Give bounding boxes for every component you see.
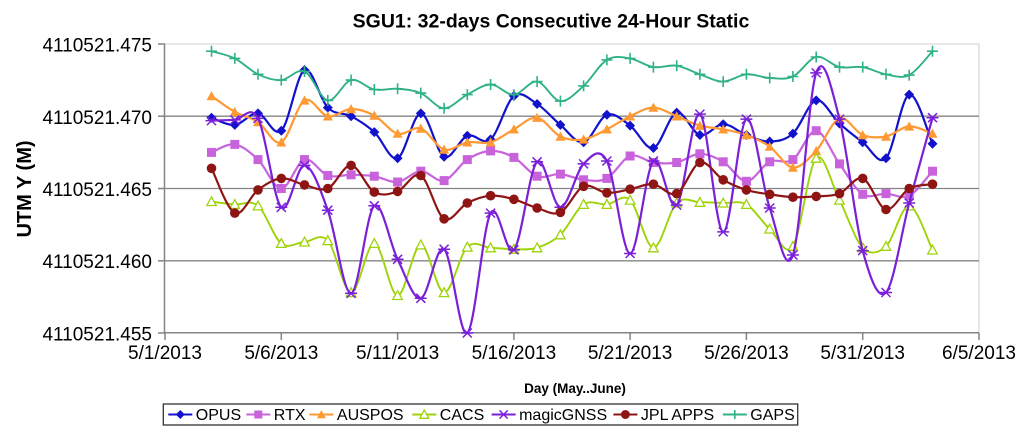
- svg-text:UTM Y (M): UTM Y (M): [14, 140, 36, 237]
- svg-text:Day (May..June): Day (May..June): [524, 381, 626, 396]
- svg-text:SGU1: 32-days Consecutive 24-H: SGU1: 32-days Consecutive 24-Hour Static: [353, 11, 750, 33]
- svg-text:5/31/2013: 5/31/2013: [820, 343, 905, 364]
- svg-text:CACS: CACS: [440, 407, 484, 424]
- svg-text:magicGNSS: magicGNSS: [519, 407, 607, 424]
- svg-text:6/5/2013: 6/5/2013: [942, 343, 1016, 364]
- svg-text:5/16/2013: 5/16/2013: [472, 343, 557, 364]
- svg-text:AUSPOS: AUSPOS: [337, 407, 404, 424]
- svg-text:OPUS: OPUS: [196, 407, 241, 424]
- svg-text:GAPS: GAPS: [750, 407, 794, 424]
- svg-text:4110521.475: 4110521.475: [42, 36, 152, 57]
- svg-text:RTX: RTX: [274, 407, 306, 424]
- svg-text:4110521.455: 4110521.455: [42, 325, 152, 346]
- svg-text:4110521.460: 4110521.460: [42, 252, 152, 273]
- svg-text:4110521.470: 4110521.470: [42, 108, 152, 129]
- svg-text:5/11/2013: 5/11/2013: [356, 343, 439, 364]
- svg-text:4110521.465: 4110521.465: [42, 180, 152, 201]
- svg-text:5/6/2013: 5/6/2013: [244, 343, 318, 364]
- svg-text:5/21/2013: 5/21/2013: [588, 343, 673, 364]
- svg-text:5/26/2013: 5/26/2013: [704, 343, 789, 364]
- svg-text:JPL APPS: JPL APPS: [641, 407, 714, 424]
- svg-text:5/1/2013: 5/1/2013: [128, 343, 202, 364]
